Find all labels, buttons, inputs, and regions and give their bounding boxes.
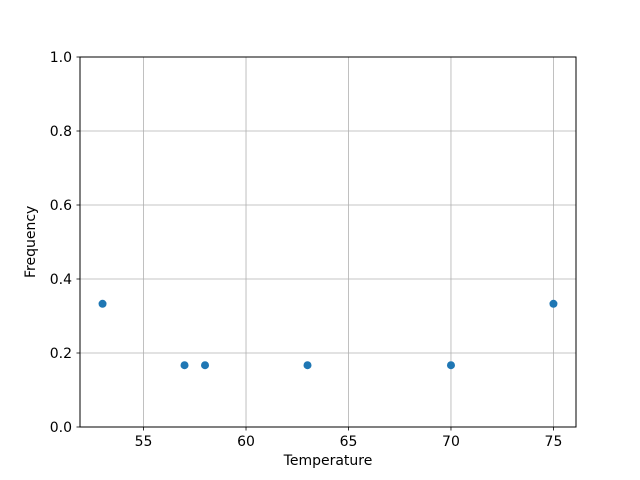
x-tick-label: 55 [135, 434, 153, 450]
data-point [201, 361, 210, 370]
data-point [98, 299, 107, 308]
data-point [446, 361, 455, 370]
y-tick-label: 1.0 [50, 50, 72, 66]
x-tick-label: 75 [545, 434, 563, 450]
x-axis-title: Temperature [283, 453, 373, 469]
y-tick-label: 0.0 [50, 420, 72, 436]
x-tick-label: 65 [340, 434, 358, 450]
y-tick-label: 0.6 [50, 198, 72, 214]
y-tick-label: 0.8 [50, 124, 72, 140]
data-point [303, 361, 312, 370]
data-point [549, 299, 558, 308]
y-axis-title: Frequency [23, 205, 39, 279]
x-tick-label: 60 [237, 434, 255, 450]
y-tick-label: 0.2 [50, 346, 72, 362]
data-point [180, 361, 189, 370]
axes-border [79, 56, 577, 428]
y-tick-label: 0.4 [50, 272, 72, 288]
x-tick-label: 70 [442, 434, 460, 450]
